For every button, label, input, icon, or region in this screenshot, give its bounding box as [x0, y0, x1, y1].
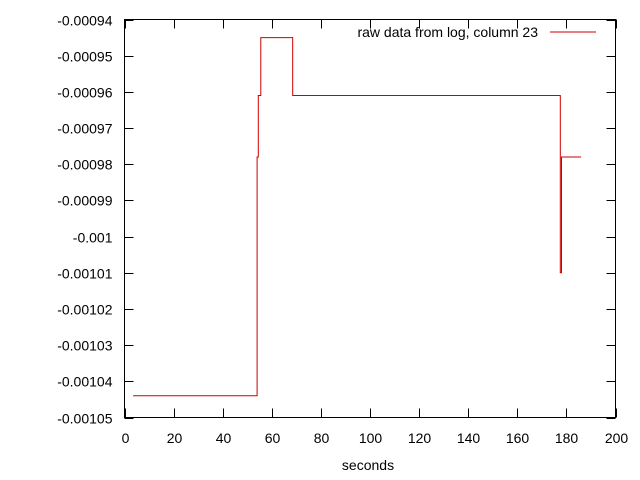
series-line	[133, 37, 582, 397]
y-tick-label: -0.00101	[57, 266, 112, 282]
y-tick-label: -0.00103	[57, 338, 112, 354]
y-tick-label: -0.00095	[57, 49, 112, 65]
x-tick-label: 0	[122, 430, 130, 446]
x-tick-label: 60	[265, 430, 281, 446]
y-tick-label: -0.00105	[57, 411, 112, 427]
x-tick-label: 120	[408, 430, 432, 446]
y-tick-label: -0.00098	[57, 157, 112, 173]
x-tick-label: 140	[457, 430, 481, 446]
x-tick-label: 100	[359, 430, 383, 446]
x-tick-label: 40	[216, 430, 232, 446]
legend-label: raw data from log, column 23	[357, 24, 538, 40]
x-tick-label: 160	[506, 430, 530, 446]
x-tick-label: 20	[167, 430, 183, 446]
y-tick-label: -0.00096	[57, 85, 112, 101]
y-tick-label: -0.00102	[57, 302, 112, 318]
x-axis-ticks: 0 20 40 60 80 100 120 140 160 180 200	[122, 19, 629, 446]
y-tick-label: -0.001	[73, 230, 113, 246]
plot-frame	[124, 19, 616, 418]
y-tick-label: -0.00099	[57, 193, 112, 209]
y-axis-ticks: -0.00094 -0.00095 -0.00096 -0.00097 -0.00098…	[57, 13, 616, 427]
y-tick-label: -0.00104	[57, 374, 112, 390]
y-tick-label: -0.00094	[57, 13, 112, 29]
x-tick-label: 200	[605, 430, 629, 446]
x-tick-label: 80	[314, 430, 330, 446]
y-tick-label: -0.00097	[57, 121, 112, 137]
x-axis-label: seconds	[342, 457, 394, 473]
x-tick-label: 180	[555, 430, 579, 446]
